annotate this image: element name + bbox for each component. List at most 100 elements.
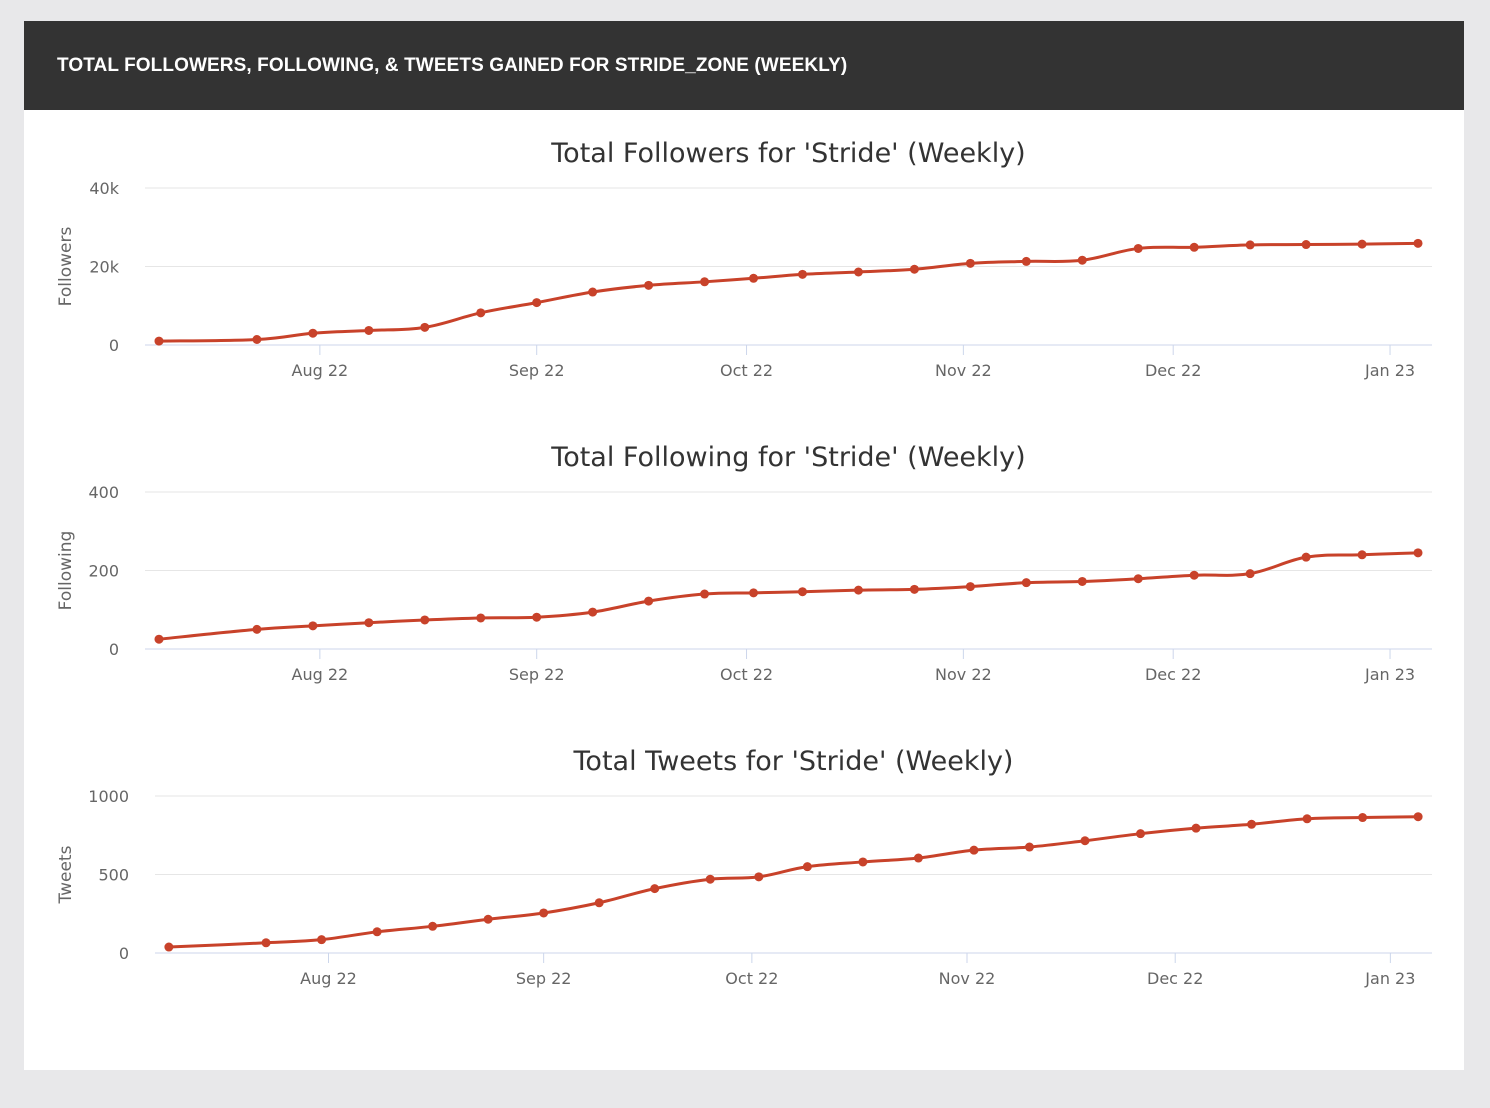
data-point <box>588 607 598 617</box>
data-point <box>317 935 327 945</box>
series-line <box>167 815 1420 949</box>
data-point <box>1413 548 1423 558</box>
card-header: TOTAL FOLLOWERS, FOLLOWING, & TWEETS GAI… <box>24 21 1464 110</box>
data-point <box>1189 242 1199 252</box>
x-tick-label: Dec 22 <box>1145 665 1201 684</box>
x-tick-label: Nov 22 <box>939 969 996 988</box>
data-point <box>1133 574 1143 584</box>
series-line <box>157 241 1420 343</box>
y-tick-label: 0 <box>109 640 119 659</box>
x-tick-label: Aug 22 <box>292 361 349 380</box>
data-point <box>420 615 430 625</box>
data-point <box>364 325 374 335</box>
x-tick-label: Jan 23 <box>1364 969 1415 988</box>
y-tick-label: 20k <box>89 258 119 277</box>
data-point <box>754 872 764 882</box>
x-tick-label: Sep 22 <box>509 361 565 380</box>
following-chart: Total Following for 'Stride' (Weekly) Fol… <box>56 442 1432 684</box>
data-point <box>644 596 654 606</box>
data-point <box>650 884 660 894</box>
data-point <box>749 273 759 283</box>
data-point <box>1080 836 1090 846</box>
y-tick-label: 200 <box>88 562 119 581</box>
data-point <box>372 927 382 937</box>
data-point <box>1357 550 1367 560</box>
data-point <box>705 874 715 884</box>
data-point <box>1247 819 1257 829</box>
y-axis-label: Tweets <box>56 845 76 904</box>
data-point <box>1189 570 1199 580</box>
x-tick-label: Oct 22 <box>720 665 773 684</box>
data-point <box>1136 829 1146 839</box>
data-point <box>428 921 438 931</box>
charts-area: Total Followers for 'Stride' (Weekly) Fol… <box>24 110 1464 1070</box>
data-point <box>252 624 262 634</box>
x-tick-label: Oct 22 <box>720 361 773 380</box>
data-point <box>965 258 975 268</box>
data-point <box>532 298 542 308</box>
data-point <box>1021 256 1031 266</box>
data-point <box>1302 814 1312 824</box>
data-point <box>164 942 174 952</box>
y-tick-label: 1000 <box>88 787 129 806</box>
data-point <box>1357 239 1367 249</box>
x-tick-label: Sep 22 <box>516 969 572 988</box>
y-tick-label: 40k <box>89 179 119 198</box>
data-point <box>1245 240 1255 250</box>
y-axis-label: Following <box>56 531 76 611</box>
x-tick-label: Dec 22 <box>1145 361 1201 380</box>
data-point <box>532 612 542 622</box>
data-point <box>1191 823 1201 833</box>
data-point <box>308 621 318 631</box>
data-point <box>797 269 807 279</box>
data-point <box>154 634 164 644</box>
data-point <box>913 853 923 863</box>
followers-chart: Total Followers for 'Stride' (Weekly) Fol… <box>56 138 1432 380</box>
data-point <box>644 280 654 290</box>
x-tick-label: Sep 22 <box>509 665 565 684</box>
data-point <box>700 277 710 287</box>
data-point <box>588 287 598 297</box>
data-point <box>154 336 164 346</box>
data-point <box>969 845 979 855</box>
data-point <box>965 582 975 592</box>
data-point <box>797 587 807 597</box>
data-point <box>476 308 486 318</box>
data-point <box>1077 576 1087 586</box>
data-point <box>1413 238 1423 248</box>
x-tick-label: Aug 22 <box>292 665 349 684</box>
x-tick-label: Oct 22 <box>725 969 778 988</box>
data-point <box>858 857 868 867</box>
data-point <box>476 613 486 623</box>
data-point <box>1413 812 1423 822</box>
data-point <box>909 264 919 274</box>
data-point <box>1245 569 1255 579</box>
x-tick-label: Nov 22 <box>935 665 992 684</box>
data-point <box>364 618 374 628</box>
data-point <box>420 322 430 332</box>
data-point <box>1301 552 1311 562</box>
data-point <box>1077 255 1087 265</box>
y-tick-label: 400 <box>88 483 119 502</box>
card-title: TOTAL FOLLOWERS, FOLLOWING, & TWEETS GAI… <box>57 54 848 76</box>
data-point <box>1133 243 1143 253</box>
data-point <box>802 862 812 872</box>
data-point <box>261 938 271 948</box>
chart-title: Total Tweets for 'Stride' (Weekly) <box>573 746 1014 777</box>
series-line <box>157 551 1420 641</box>
data-point <box>853 267 863 277</box>
x-tick-label: Aug 22 <box>300 969 357 988</box>
x-tick-label: Jan 23 <box>1364 665 1415 684</box>
y-tick-label: 0 <box>119 944 129 963</box>
data-point <box>853 585 863 595</box>
data-point <box>594 898 604 908</box>
data-point <box>909 584 919 594</box>
y-tick-label: 0 <box>109 336 119 355</box>
data-point <box>700 589 710 599</box>
y-tick-label: 500 <box>98 866 129 885</box>
chart-title: Total Followers for 'Stride' (Weekly) <box>550 138 1025 169</box>
x-tick-label: Nov 22 <box>935 361 992 380</box>
chart-title: Total Following for 'Stride' (Weekly) <box>550 442 1025 473</box>
tweets-chart: Total Tweets for 'Stride' (Weekly) Tweets… <box>56 746 1432 988</box>
data-point <box>1358 813 1368 823</box>
